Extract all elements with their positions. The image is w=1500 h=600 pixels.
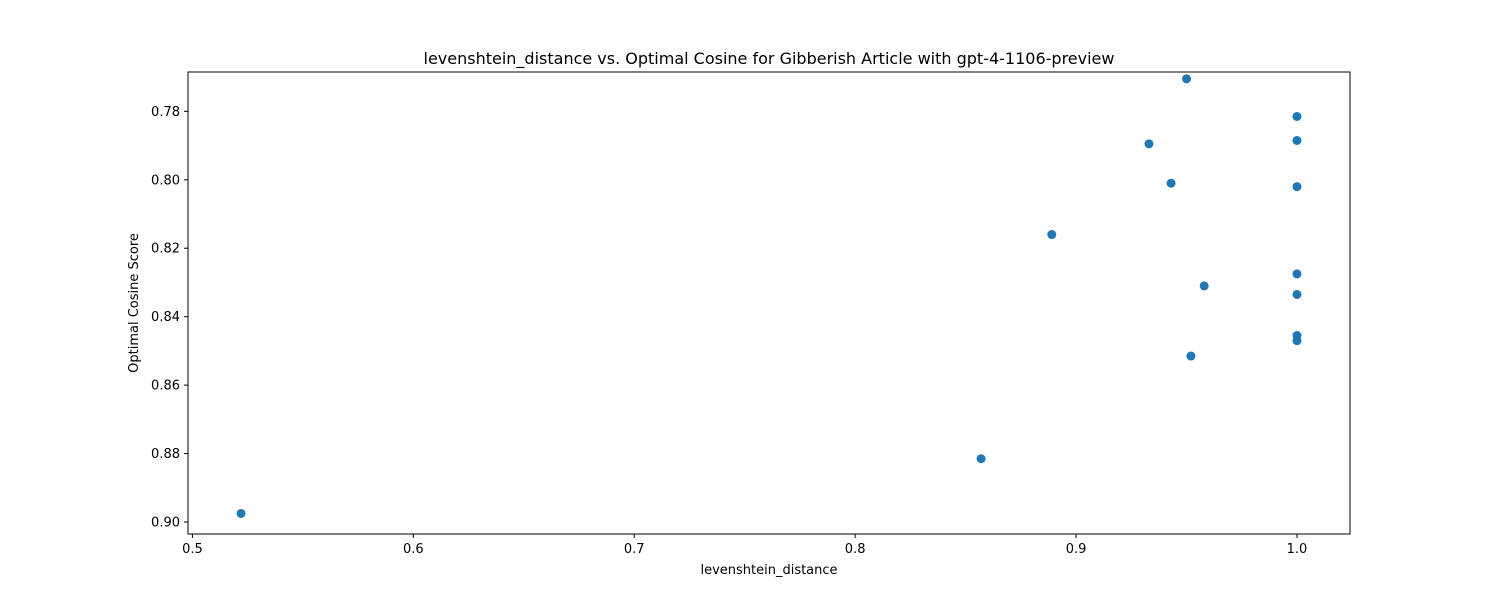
data-point bbox=[1199, 281, 1209, 291]
x-tick-label: 0.9 bbox=[1066, 542, 1087, 557]
y-axis-label: Optimal Cosine Score bbox=[127, 233, 142, 373]
y-tick-label: 0.90 bbox=[151, 516, 180, 531]
y-tick-label: 0.80 bbox=[151, 173, 180, 188]
y-axis: 0.78 0.80 0.82 0.84 0.86 0.88 0.90 bbox=[151, 105, 188, 531]
data-point bbox=[1292, 182, 1302, 192]
data-point bbox=[1166, 178, 1176, 188]
chart-title: levenshtein_distance vs. Optimal Cosine … bbox=[424, 49, 1115, 69]
plot-frame bbox=[187, 71, 1351, 535]
data-point bbox=[1292, 135, 1302, 145]
y-tick-label: 0.78 bbox=[151, 105, 180, 120]
x-tick-label: 0.8 bbox=[845, 542, 866, 557]
y-tick-label: 0.86 bbox=[151, 379, 180, 394]
x-tick-label: 1.0 bbox=[1287, 542, 1308, 557]
x-tick-label: 0.6 bbox=[403, 542, 424, 557]
x-tick-label: 0.7 bbox=[624, 542, 645, 557]
plot-area bbox=[187, 71, 1351, 535]
y-tick-label: 0.84 bbox=[151, 310, 180, 325]
x-axis-label: levenshtein_distance bbox=[700, 563, 837, 578]
data-point bbox=[976, 454, 986, 464]
data-points bbox=[236, 74, 1302, 518]
data-point bbox=[1292, 289, 1302, 299]
data-point bbox=[1292, 111, 1302, 121]
data-point bbox=[1292, 269, 1302, 279]
y-tick-label: 0.82 bbox=[151, 242, 180, 257]
data-point bbox=[236, 508, 246, 518]
data-point bbox=[1186, 351, 1196, 361]
x-tick-label: 0.5 bbox=[182, 542, 203, 557]
data-point bbox=[1292, 336, 1302, 346]
data-point bbox=[1047, 230, 1057, 240]
data-point bbox=[1182, 74, 1192, 84]
y-tick-label: 0.88 bbox=[151, 447, 180, 462]
data-point bbox=[1144, 139, 1154, 149]
x-axis: 0.5 0.6 0.7 0.8 0.9 1.0 bbox=[182, 534, 1307, 557]
